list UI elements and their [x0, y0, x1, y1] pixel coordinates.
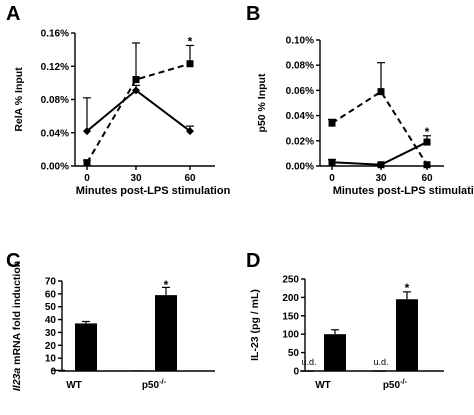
bar: [324, 334, 346, 371]
category-superscript: -/-: [159, 377, 167, 386]
series-2: [328, 135, 431, 169]
data-point: [377, 88, 385, 96]
x-category-label: WT: [315, 380, 331, 391]
category-main: WT: [315, 380, 331, 391]
bar-series-2: [324, 291, 418, 371]
y-axis-label-rest: mRNA fold induction: [11, 261, 23, 368]
y-tick-label: 20: [45, 341, 57, 352]
panel-d: D 0 50 100 150 200 250 IL-23 (pg / mL) WT p50-/- u…: [246, 250, 444, 391]
bar-series-1: u.d. u.d.: [300, 357, 389, 372]
x-axis-label: Minutes post-LPS stimulation: [333, 185, 474, 197]
y-tick-label: 0.10%: [286, 36, 314, 47]
y-tick-label: 0.08%: [41, 95, 69, 106]
y-tick-label: 0.16%: [41, 29, 69, 40]
y-tick-label: 40: [45, 315, 57, 326]
y-tick-label: 0.00%: [286, 162, 314, 173]
x-tick-label: 60: [421, 173, 433, 184]
data-point: [377, 161, 385, 169]
y-tick-label: 0.04%: [41, 128, 69, 139]
y-tick-label: 0.06%: [286, 86, 314, 97]
y-tick-label: 0.04%: [286, 111, 314, 122]
data-point: [423, 161, 431, 169]
significance-star: *: [188, 34, 193, 48]
panel-letter: C: [6, 250, 20, 272]
panel-b: B 0.00% 0.02% 0.04% 0.06% 0.08% 0.10% p50 % Inp…: [246, 3, 474, 197]
x-category-label: WT: [66, 380, 82, 391]
y-tick-label: 50: [45, 302, 57, 313]
category-main: WT: [66, 380, 82, 391]
y-axis-label: p50 % Input: [256, 73, 268, 132]
y-tick-label: 60: [45, 289, 57, 300]
y-tick-label: 50: [288, 348, 300, 359]
bar: [51, 369, 65, 371]
y-tick-label: 200: [282, 293, 299, 304]
data-point: [186, 60, 194, 68]
bar: [131, 370, 145, 371]
undetected-label: u.d.: [373, 357, 388, 367]
data-point: [186, 127, 194, 136]
y-tick-label: 0.08%: [286, 61, 314, 72]
significance-star: *: [405, 281, 410, 295]
x-tick-label: 60: [184, 173, 196, 184]
significance-star: *: [425, 125, 430, 139]
significance-star: *: [164, 278, 169, 292]
y-tick-label: 250: [282, 275, 299, 286]
series-line: [331, 90, 428, 166]
series-line: [86, 62, 191, 164]
y-axis-label: Il23a mRNA fold induction: [11, 261, 23, 391]
category-main: p50: [383, 380, 401, 391]
bar: [75, 323, 97, 371]
data-point: [328, 119, 336, 127]
series-1: [83, 84, 194, 136]
x-tick-label: 0: [329, 173, 335, 184]
x-tick-label: 0: [84, 173, 90, 184]
panel-letter: A: [6, 3, 20, 25]
y-axis-label-gene: Il23a: [11, 368, 23, 392]
y-tick-label: 0.12%: [41, 62, 69, 73]
x-tick-label: 30: [375, 173, 387, 184]
y-tick-label: 150: [282, 311, 299, 322]
y-tick-label: 10: [45, 354, 57, 365]
series-line: [86, 89, 191, 132]
bar: [155, 295, 177, 371]
bar-series-1: [51, 369, 145, 371]
y-axis-label: RelA % Input: [13, 67, 25, 132]
data-point: [423, 138, 431, 146]
x-category-label: p50-/-: [383, 377, 408, 391]
x-tick-label: 30: [130, 173, 142, 184]
bar: [396, 299, 418, 371]
y-tick-label: 0: [50, 367, 56, 378]
series-1: [328, 62, 431, 169]
data-point: [83, 127, 91, 136]
panel-a: A 0.00% 0.04% 0.08% 0.12% 0.16% RelA % Input 0 3…: [6, 3, 231, 197]
data-point: [83, 159, 91, 167]
panel-letter: D: [246, 250, 260, 272]
panel-letter: B: [246, 3, 260, 25]
x-category-label: p50-/-: [142, 377, 167, 391]
y-tick-label: 0.00%: [41, 162, 69, 173]
series-2: [83, 42, 194, 167]
category-main: p50: [142, 380, 160, 391]
x-axis-label: Minutes post-LPS stimulation: [76, 185, 231, 197]
bar-series-2: [75, 286, 177, 371]
data-point: [328, 158, 336, 166]
data-point: [132, 86, 140, 95]
y-tick-label: 100: [282, 330, 299, 341]
data-point: [132, 76, 140, 84]
y-tick-label: 30: [45, 328, 57, 339]
y-tick-label: 0.02%: [286, 136, 314, 147]
category-superscript: -/-: [400, 377, 408, 386]
y-tick-label: 0: [293, 367, 299, 378]
y-axis-label: IL-23 (pg / mL): [249, 289, 261, 361]
y-tick-label: 70: [45, 277, 57, 288]
undetected-label: u.d.: [301, 357, 316, 367]
